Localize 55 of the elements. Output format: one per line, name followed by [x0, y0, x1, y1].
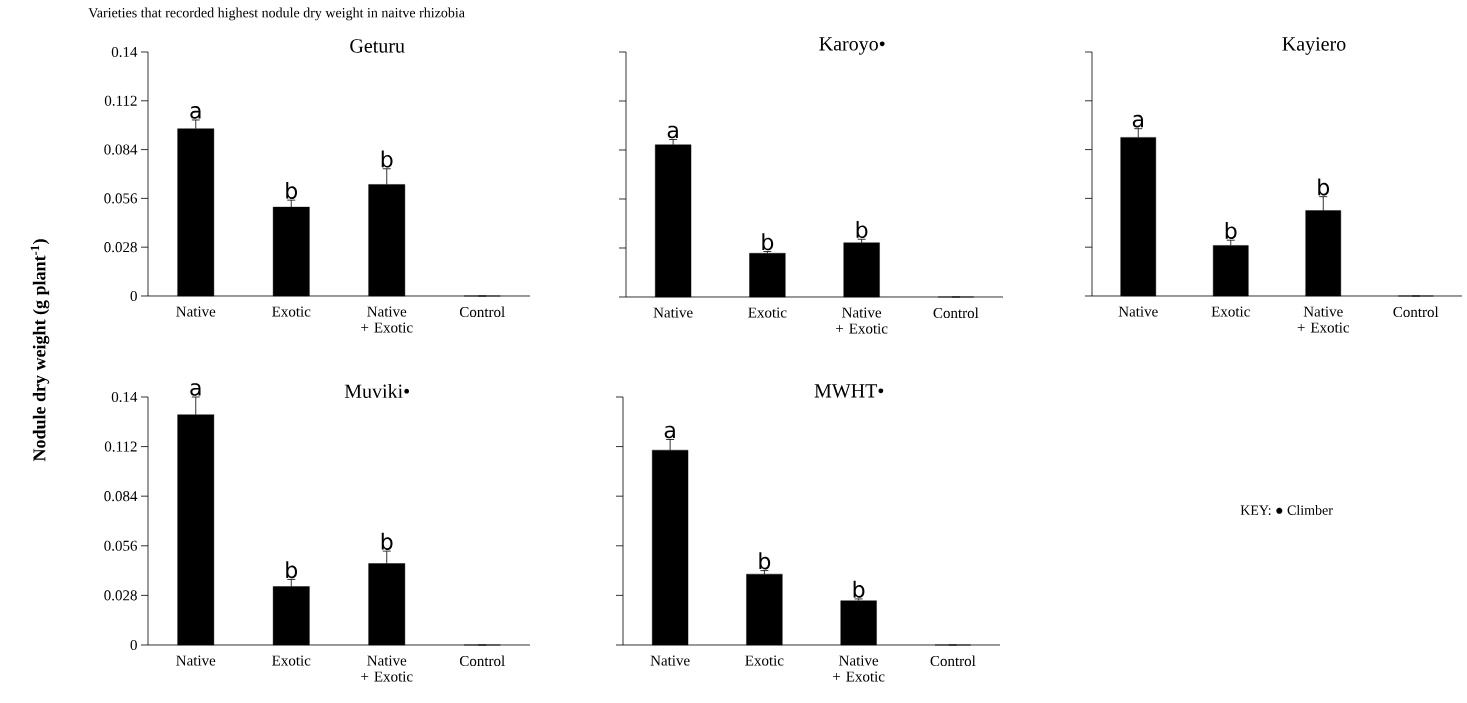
annotation: a — [667, 125, 678, 139]
annotation: a — [1132, 114, 1143, 128]
annotation: a — [190, 383, 201, 396]
x-tick-label: Native — [176, 655, 216, 666]
text: KEY: ● Climber — [1240, 505, 1333, 515]
y-tick-label: 0.112 — [104, 441, 137, 452]
annotation: b — [759, 552, 771, 570]
x-tick-label: Exotic — [745, 655, 784, 666]
x-tick-label: Native + Exotic — [836, 307, 888, 334]
annotation: b — [286, 181, 298, 199]
x-tick-label: Exotic — [1211, 306, 1250, 317]
x-tick-label: Native — [176, 306, 216, 317]
chart-title: Karoyo• — [819, 37, 885, 55]
y-tick-label: 0.112 — [104, 95, 137, 106]
chart-title: Geturu — [350, 39, 405, 53]
y-tick-label: 0.056 — [104, 540, 138, 551]
annotation: b — [381, 150, 393, 168]
y-tick-label: 0.14 — [111, 46, 138, 58]
y-tick-label: 0 — [130, 639, 137, 651]
x-tick-label: Exotic — [272, 655, 311, 666]
x-tick-label: Control — [930, 655, 976, 667]
chart-title: MWHT• — [814, 384, 884, 398]
chart-title: Kayiero — [1282, 37, 1346, 55]
x-tick-label: Exotic — [272, 306, 311, 317]
annotation: b — [853, 580, 865, 598]
x-tick-label: Control — [1393, 306, 1439, 318]
x-tick-label: Native — [650, 655, 690, 666]
annotation: b — [1318, 178, 1330, 196]
x-tick-label: Native + Exotic — [1297, 306, 1350, 333]
y-tick-label: 0 — [130, 290, 137, 302]
annotation: b — [381, 532, 393, 550]
annotation: b — [286, 561, 298, 579]
y-tick-label: 0.028 — [104, 242, 137, 253]
annotation: b — [856, 221, 868, 239]
chart-title: Muviki• — [344, 383, 410, 399]
x-tick-label: Native + Exotic — [361, 306, 413, 333]
x-tick-label: Native — [653, 307, 693, 318]
x-tick-label: Control — [459, 306, 505, 318]
annotation: a — [190, 106, 201, 119]
y-tick-label: 0.14 — [111, 391, 138, 403]
x-tick-label: Control — [933, 307, 979, 319]
y-axis-title: Nodule dry weight (g plant$^{-1}$) — [30, 239, 50, 462]
x-tick-label: Control — [459, 655, 505, 667]
x-tick-label: Native — [1118, 306, 1158, 317]
x-tick-label: Native + Exotic — [361, 655, 413, 682]
x-tick-label: Native + Exotic — [833, 655, 885, 682]
y-tick-label: 0.056 — [104, 193, 138, 204]
y-tick-label: 0.084 — [104, 144, 138, 155]
annotation: a — [664, 425, 675, 439]
annotation: b — [762, 233, 774, 251]
x-tick-label: Exotic — [748, 307, 787, 318]
annotation: b — [1225, 221, 1237, 240]
y-tick-label: 0.028 — [104, 590, 137, 601]
y-tick-label: 0.084 — [104, 491, 138, 502]
text: Varieties that recorded highest nodule dry weight in naitve rhizobia — [88, 7, 465, 21]
